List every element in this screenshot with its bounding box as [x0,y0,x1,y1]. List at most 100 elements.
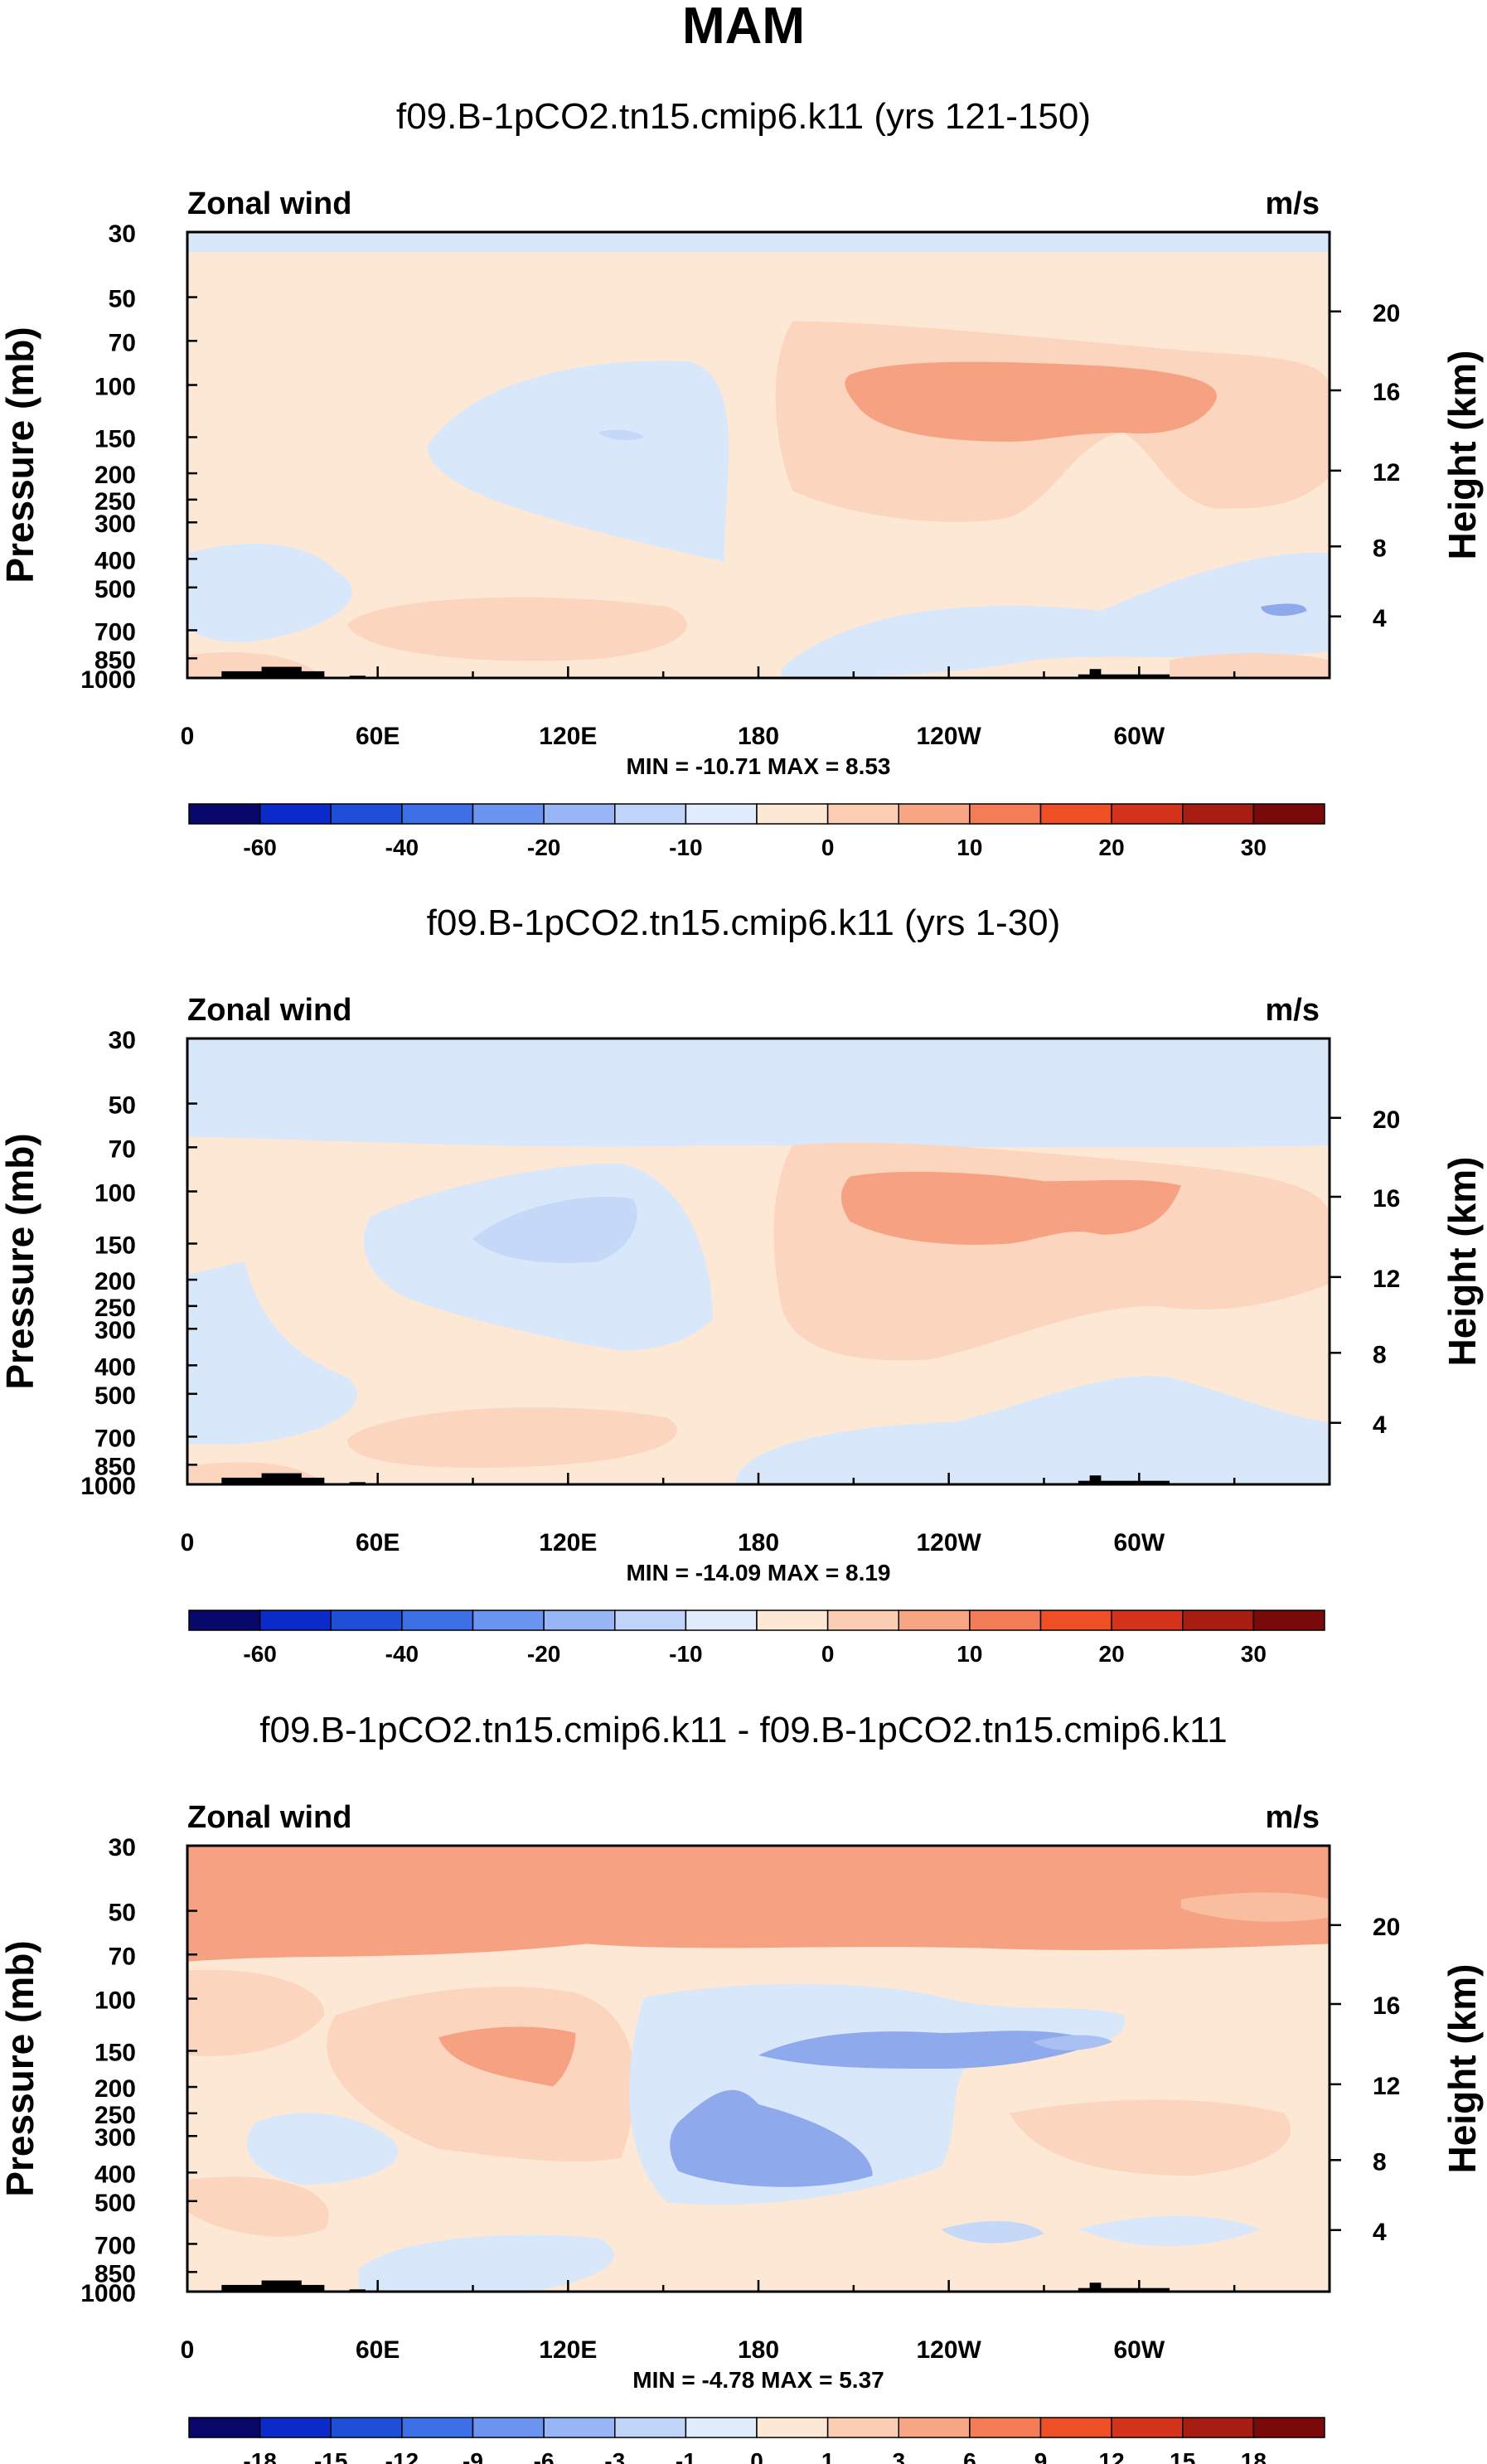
min-max-stats: MIN = -14.09 MAX = 8.19 [626,1560,890,1585]
y-tick-label: 250 [94,2102,136,2129]
colorbar-label: -1 [676,2448,696,2464]
y-tick-label: 100 [94,374,136,401]
colorbar-swatch [756,1610,829,1631]
colorbar-swatch [1182,803,1255,825]
y2-tick-label: 16 [1373,1185,1400,1213]
y-tick-label: 100 [94,1987,136,2015]
contour-region [187,1038,1330,1484]
colorbar-swatch [1039,2417,1112,2438]
chart-panel-2: f09.B-1pCO2.tn15.cmip6.k11 (yrs 1-30) Zon… [0,903,1484,1667]
contour-region [1180,1892,1330,1922]
colorbar-swatch [472,2417,545,2438]
chart-panel-1: f09.B-1pCO2.tn15.cmip6.k11 (yrs 121-150)… [0,96,1484,860]
colorbar-swatch [1252,2417,1325,2438]
chart-panel-3: f09.B-1pCO2.tn15.cmip6.k11 - f09.B-1pCO2… [0,1710,1484,2464]
terrain-mask [1089,669,1102,678]
y2-tick-label: 4 [1373,605,1387,632]
y-tick-label: 30 [109,220,136,248]
y2-axis-title: Height (km) [1441,1157,1484,1367]
x-tick-label: 180 [738,1529,779,1556]
colorbar-label: 30 [1241,835,1267,860]
contour-region [346,597,687,661]
y-tick-label: 250 [94,1295,136,1322]
contour-region [187,2176,329,2237]
colorbar-label: -40 [385,1641,419,1667]
units-label: m/s [1266,993,1320,1028]
y2-axis-title: Height (km) [1441,1964,1484,2174]
colorbar-label: -60 [243,835,276,860]
colorbar-swatch [756,803,829,825]
y-tick-label: 850 [94,1453,136,1480]
min-max-stats: MIN = -4.78 MAX = 5.37 [632,2367,884,2393]
y2-tick-label: 8 [1373,535,1387,562]
x-tick-label: 120E [539,1529,597,1556]
contour-field [187,1038,1330,1484]
contour-region [187,1038,1330,1148]
y-tick-label: 100 [94,1180,136,1208]
colorbar-label: 6 [963,2448,976,2464]
colorbar-swatch [685,803,758,825]
y-tick-label: 150 [94,1232,136,1259]
contour-region [598,429,645,441]
y-tick-label: 70 [109,329,136,356]
terrain-mask [1078,1480,1170,1484]
colorbar-swatch [472,803,545,825]
y-tick-label: 300 [94,1317,136,1344]
contour-region [840,1171,1181,1245]
y-tick-label: 300 [94,2124,136,2152]
y-tick-label: 150 [94,425,136,453]
y2-tick-label: 8 [1373,1341,1387,1368]
colorbar-label: 0 [750,2448,763,2464]
colorbar-label: 1 [821,2448,835,2464]
panel-title: f09.B-1pCO2.tn15.cmip6.k11 (yrs 121-150) [396,96,1091,137]
terrain-mask [1078,674,1170,678]
colorbar-swatch [543,1610,616,1631]
colorbar-swatch [614,1610,687,1631]
y2-tick-label: 20 [1373,1914,1400,1941]
colorbar-label: 10 [957,835,982,860]
variable-label: Zonal wind [187,1800,351,1835]
colorbar-swatch [330,803,403,825]
x-tick-label: 120W [916,1529,981,1556]
x-tick-label: 120W [916,2336,981,2364]
y-tick-label: 500 [94,1382,136,1410]
y-tick-label: 200 [94,2075,136,2103]
colorbar-label: -10 [669,1641,702,1667]
contour-region [781,552,1330,678]
x-tick-label: 180 [738,723,779,750]
y-tick-label: 1000 [80,666,136,694]
y-tick-label: 250 [94,488,136,516]
x-tick-label: 0 [181,2336,195,2364]
y-tick-label: 200 [94,462,136,489]
y2-axis-title: Height (km) [1441,351,1484,560]
min-max-stats: MIN = -10.71 MAX = 8.53 [626,753,890,779]
colorbar-label: -12 [385,2448,419,2464]
panel-title: f09.B-1pCO2.tn15.cmip6.k11 (yrs 1-30) [427,903,1061,943]
colorbar-swatch [969,803,1042,825]
colorbar-swatch [401,1610,474,1631]
x-tick-label: 60W [1113,2336,1165,2364]
colorbar-label: -15 [314,2448,347,2464]
colorbar-swatch [1252,803,1325,825]
colorbar-swatch [259,1610,332,1631]
colorbar-swatch [1182,1610,1255,1631]
colorbar-label: -40 [385,835,419,860]
colorbar-label: 12 [1099,2448,1125,2464]
contour-field [187,232,1330,678]
y2-tick-label: 16 [1373,379,1400,406]
contour-region [670,2089,873,2187]
contour-region [187,232,1330,253]
y-tick-label: 30 [109,1834,136,1861]
y2-tick-label: 20 [1373,300,1400,327]
variable-label: Zonal wind [187,993,351,1028]
contour-region [187,1261,358,1445]
y-tick-label: 1000 [80,2280,136,2307]
contour-region [246,2113,399,2185]
y-tick-label: 850 [94,2260,136,2287]
y-axis-title: Pressure (mb) [0,1940,41,2196]
colorbar-label: 0 [821,1641,835,1667]
colorbar-label: -6 [534,2448,555,2464]
x-tick-label: 120E [539,723,597,750]
contour-region [758,2031,1102,2069]
